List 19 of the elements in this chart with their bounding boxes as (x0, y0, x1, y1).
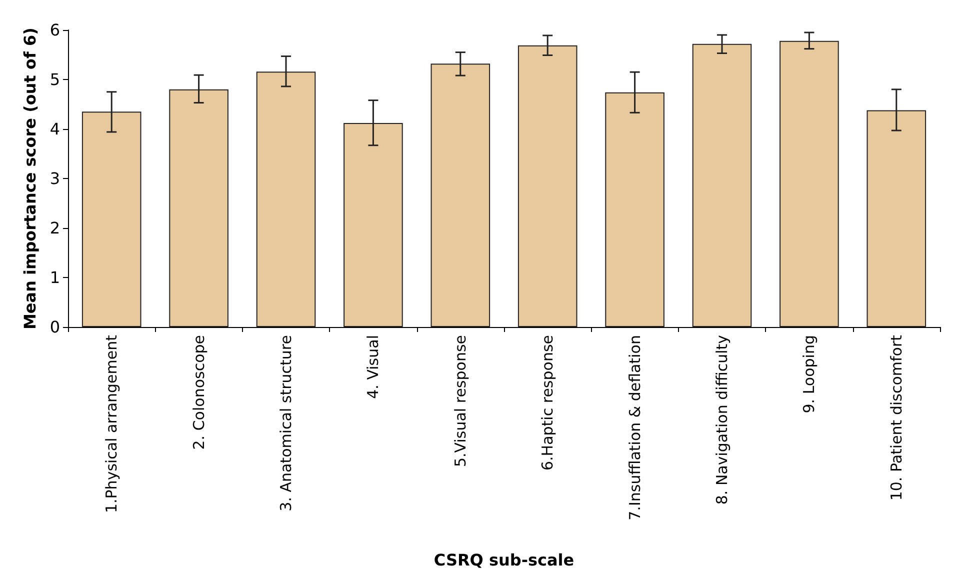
x-tick-label: 3. Anatomical structure (277, 335, 295, 512)
y-tick-label: 3 (50, 169, 60, 188)
x-tick-label: 6.Haptic response (538, 335, 557, 470)
x-tick-label: 9. Looping (800, 335, 818, 414)
y-tick-label: 4 (50, 120, 60, 138)
x-tick-label: 1.Physical arrangement (102, 334, 121, 514)
y-tick-label: 0 (50, 318, 60, 336)
x-axis-title: CSRQ sub-scale (434, 550, 574, 570)
y-axis-title: Mean importance score (out of 6) (20, 28, 40, 330)
x-tick-label: 5.Visual response (451, 335, 470, 467)
x-tick-label: 4. Visual (364, 335, 382, 399)
y-tick-label: 5 (50, 70, 60, 89)
y-tick-label: 1 (50, 268, 60, 287)
y-tick-label: 2 (50, 218, 60, 238)
x-tick-label: 10. Patient discomfort (887, 334, 906, 501)
x-tick-label: 8. Navigation difficulty (713, 334, 731, 505)
y-tick-label: 6 (50, 20, 60, 40)
x-tick-label: 7.Insufflation & deflation (626, 335, 644, 520)
x-tick-label: 2. Colonoscope (190, 335, 208, 450)
